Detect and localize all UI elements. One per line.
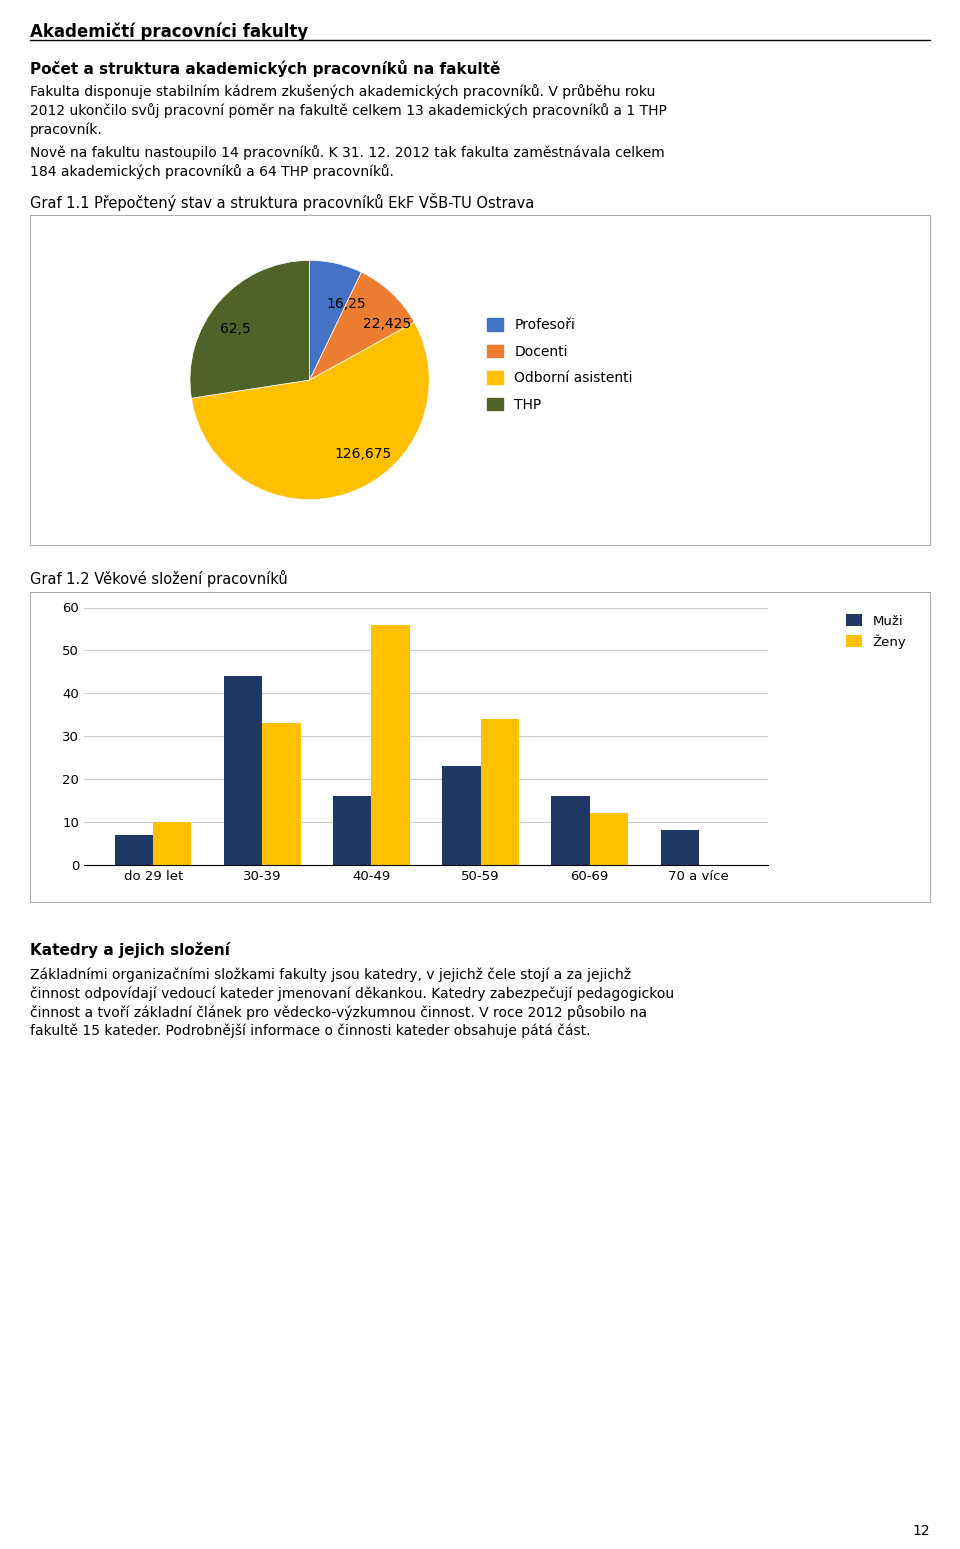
Text: Počet a struktura akademických pracovníků na fakultě: Počet a struktura akademických pracovník…: [30, 60, 500, 77]
Text: Graf 1.1 Přepočtený stav a struktura pracovníků EkF VŠB-TU Ostrava: Graf 1.1 Přepočtený stav a struktura pra…: [30, 194, 535, 211]
Text: Fakulta disponuje stabilním kádrem zkušených akademických pracovníků. V průběhu : Fakulta disponuje stabilním kádrem zkuše…: [30, 84, 656, 99]
Text: pracovník.: pracovník.: [30, 122, 103, 136]
Text: 62,5: 62,5: [220, 322, 251, 336]
Wedge shape: [309, 260, 361, 380]
Text: 184 akademických pracovníků a 64 THP pracovníků.: 184 akademických pracovníků a 64 THP pra…: [30, 164, 394, 180]
Bar: [154, 823, 191, 864]
Text: 12: 12: [912, 1524, 930, 1538]
Bar: [481, 719, 518, 864]
Text: 126,675: 126,675: [335, 446, 392, 460]
Text: 16,25: 16,25: [326, 297, 367, 311]
Bar: [660, 830, 699, 864]
Wedge shape: [191, 322, 429, 500]
Text: 22,425: 22,425: [363, 316, 411, 330]
Bar: [262, 723, 300, 864]
Bar: [225, 675, 262, 864]
Text: fakultě 15 kateder. Podrobnější informace o činnosti kateder obsahuje pátá část.: fakultě 15 kateder. Podrobnější informac…: [30, 1024, 590, 1038]
Text: 2012 ukončilo svůj pracovní poměr na fakultě celkem 13 akademických pracovníků a: 2012 ukončilo svůj pracovní poměr na fak…: [30, 102, 667, 118]
Wedge shape: [190, 260, 310, 398]
Bar: [443, 767, 481, 864]
Text: Akademičtí pracovníci fakulty: Akademičtí pracovníci fakulty: [30, 22, 308, 40]
Text: Nově na fakultu nastoupilo 14 pracovníků. K 31. 12. 2012 tak fakulta zaměstnával: Nově na fakultu nastoupilo 14 pracovníků…: [30, 146, 664, 160]
Text: Katedry a jejich složení: Katedry a jejich složení: [30, 942, 229, 957]
Text: činnost odpovídají vedoucí kateder jmenovaní děkankou. Katedry zabezpečují pedag: činnost odpovídají vedoucí kateder jmeno…: [30, 987, 674, 1001]
Bar: [589, 813, 628, 864]
Bar: [551, 796, 589, 864]
Text: Graf 1.2 Věkové složení pracovníků: Graf 1.2 Věkové složení pracovníků: [30, 570, 288, 587]
Wedge shape: [309, 273, 415, 380]
Text: Základními organizačními složkami fakulty jsou katedry, v jejichž čele stojí a z: Základními organizačními složkami fakult…: [30, 967, 631, 982]
Legend: Profesoři, Docenti, Odborní asistenti, THP: Profesoři, Docenti, Odborní asistenti, T…: [481, 313, 638, 417]
Bar: [333, 796, 372, 864]
Text: činnost a tvoří základní článek pro vědecko-výzkumnou činnost. V roce 2012 působ: činnost a tvoří základní článek pro věde…: [30, 1005, 647, 1019]
Bar: [372, 624, 410, 864]
Legend: Muži, Ženy: Muži, Ženy: [841, 609, 912, 654]
Bar: [115, 835, 154, 864]
